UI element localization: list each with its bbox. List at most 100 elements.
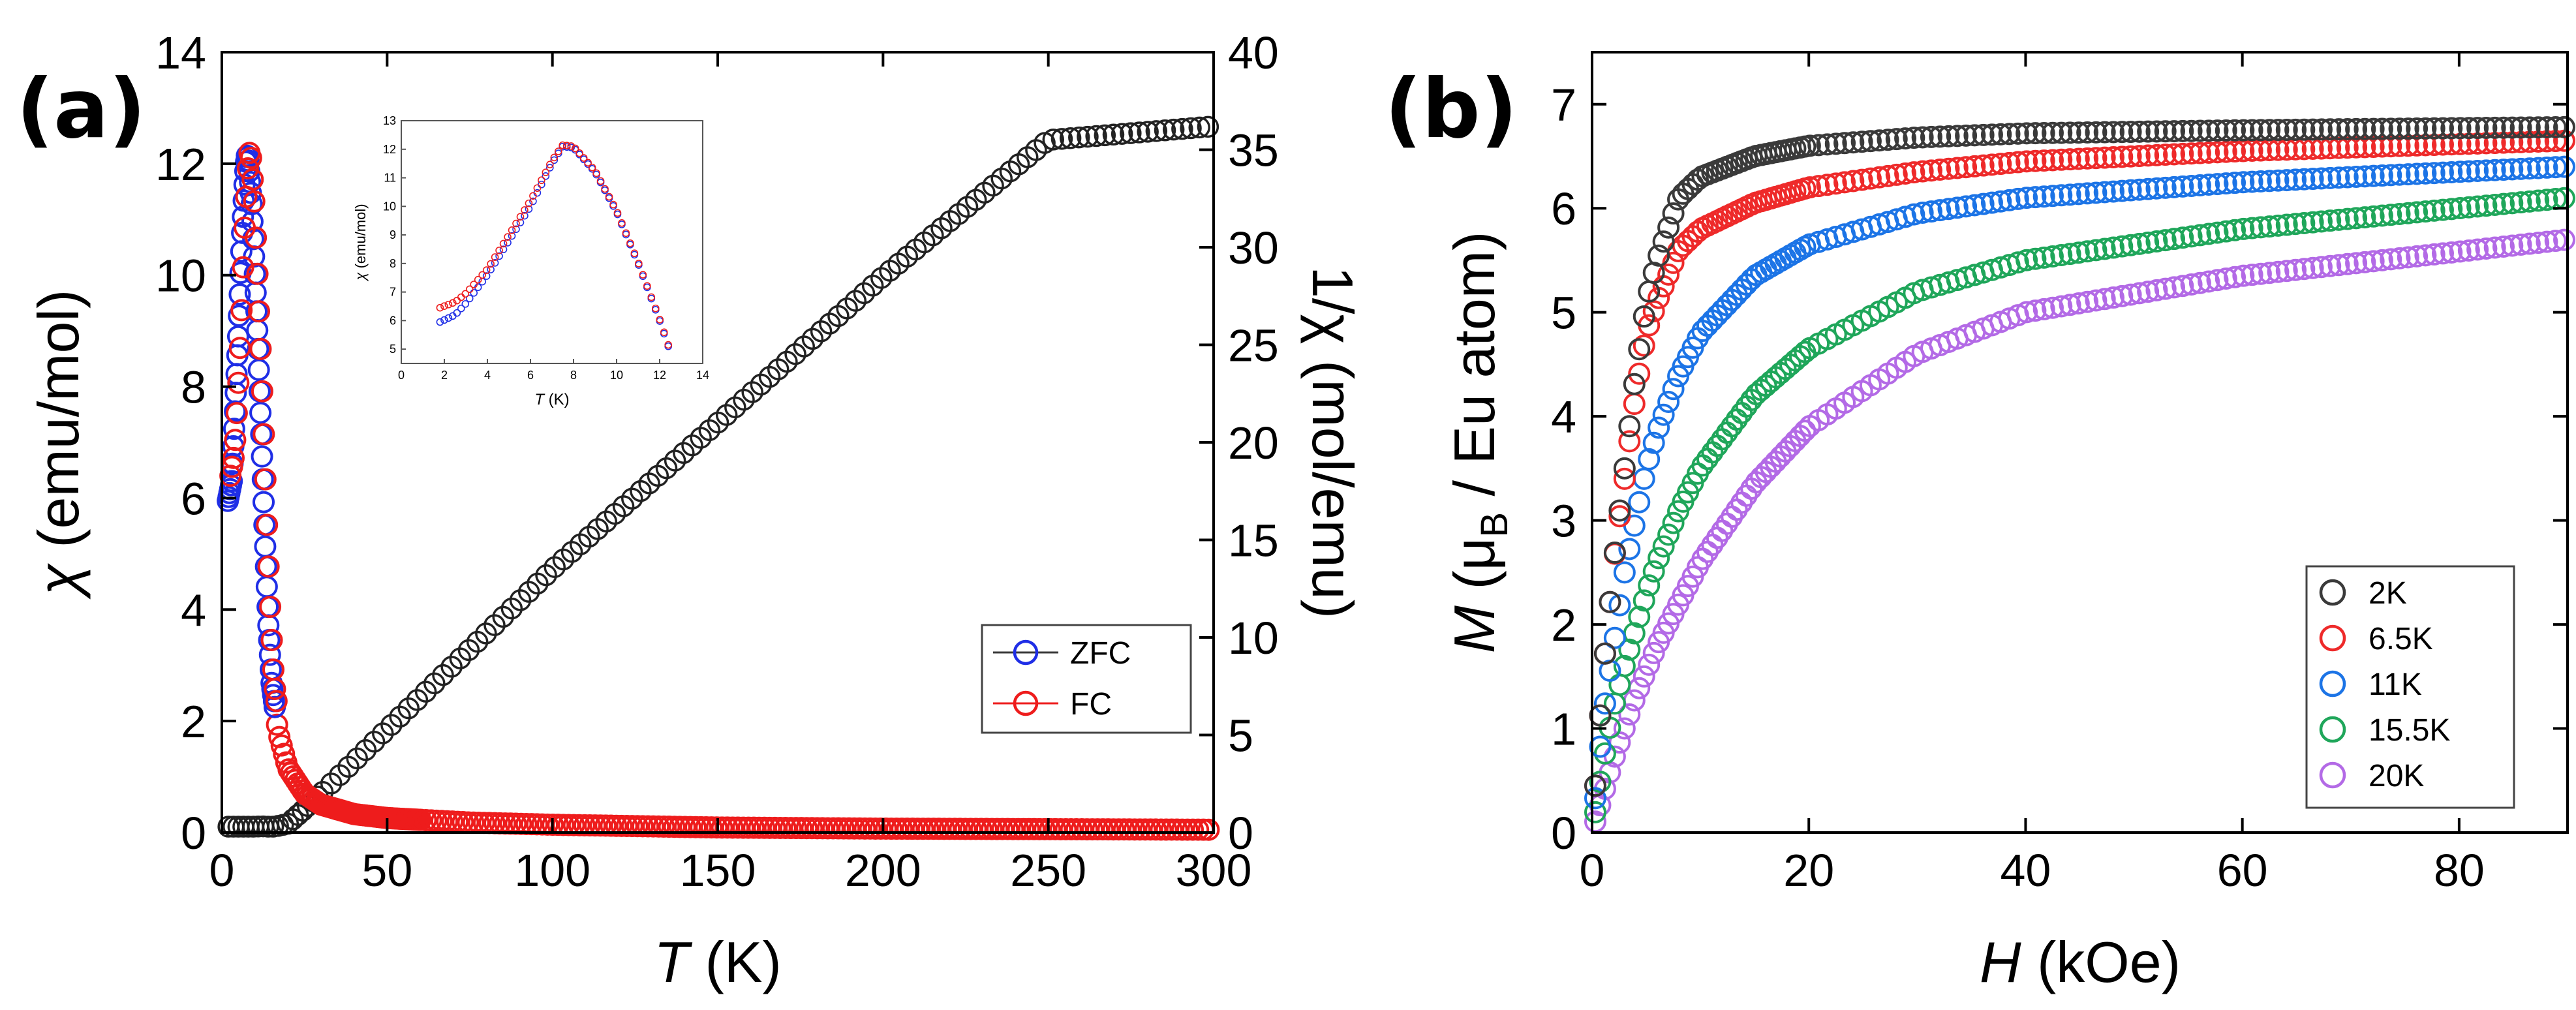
m-h-point-6.5K [1920, 159, 1942, 182]
inset-fc-point [618, 219, 626, 227]
m-h-point-15.5K [2414, 200, 2437, 223]
m-h-point-2K [2050, 121, 2073, 144]
m-h-point-6.5K [2388, 134, 2411, 157]
fc-point [938, 818, 961, 840]
m-h-point-20K [2093, 288, 2116, 311]
m-h-point-15.5K [2457, 196, 2480, 219]
inset-fc-point [525, 199, 533, 207]
inset-ylabel: χ (emu/mol) [352, 204, 369, 281]
m-h-point-2K [1652, 230, 1675, 253]
inset-x-tick-label: 14 [696, 369, 709, 382]
inverse-chi-point [1007, 153, 1030, 176]
legend-marker-11K [2319, 670, 2346, 697]
m-h-point-11K [1989, 190, 2012, 213]
m-h-point-15.5K [2171, 226, 2194, 249]
m-h-point-11K [2345, 165, 2368, 188]
zfc-point [222, 418, 245, 440]
fc-point [917, 818, 940, 840]
m-h-point-15.5K [2527, 189, 2550, 212]
m-h-point-11K [2093, 181, 2116, 204]
inset-fc-point [478, 271, 486, 279]
inset-fc-point [542, 168, 550, 176]
m-h-point-11K [2180, 174, 2203, 197]
inverse-chi-point [1145, 120, 1168, 142]
m-h-point-2K [2509, 116, 2532, 139]
m-h-point-11K [1662, 378, 1685, 401]
inverse-chi-point [836, 297, 858, 320]
m-h-point-2K [2059, 121, 2081, 144]
inset-fc-point [436, 303, 444, 312]
fc-point [1075, 818, 1098, 841]
inset-fc-point [647, 293, 656, 301]
y-tick-label: 2 [181, 696, 206, 747]
fc-point [859, 817, 882, 840]
m-h-point-11K [1648, 416, 1670, 439]
m-h-point-11K [2076, 182, 2099, 205]
m-h-point-2K [1589, 704, 1612, 727]
m-h-point-6.5K [1946, 157, 1969, 179]
m-h-point-15.5K [1652, 535, 1675, 558]
m-h-point-6.5K [2006, 151, 2029, 174]
m-h-point-2K [1613, 457, 1636, 480]
inset-zfc-point [457, 304, 465, 313]
m-h-point-15.5K [2111, 235, 2134, 258]
inverse-chi-point [1162, 118, 1185, 141]
m-h-point-15.5K [2198, 222, 2220, 245]
panel-b-marks [1584, 115, 2576, 833]
m-h-point-20K [1794, 420, 1817, 442]
inset-zfc-point [499, 245, 508, 254]
inset-x-tick-label: 2 [441, 369, 448, 382]
fc-point [933, 818, 956, 840]
m-h-point-15.5K [2119, 234, 2142, 256]
fc-point [801, 817, 823, 840]
m-h-point-2K [1955, 124, 1978, 147]
inverse-chi-point [827, 305, 850, 328]
m-h-point-6.5K [2016, 150, 2038, 173]
y-tick-label: 1 [1551, 704, 1576, 755]
inverse-chi-point [1085, 125, 1107, 147]
m-h-point-6.5K [2380, 135, 2402, 158]
inset-fc-point [508, 226, 516, 234]
m-h-point-2K [1937, 125, 1960, 147]
m-h-point-2K [2024, 122, 2047, 145]
m-h-point-2K [2362, 117, 2385, 140]
fc-point [964, 818, 987, 840]
fc-point [743, 816, 765, 839]
m-h-point-20K [1633, 665, 1655, 688]
y2-tick-label: 25 [1228, 320, 1279, 371]
inset-y-tick-label: 6 [390, 314, 396, 327]
m-h-point-6.5K [1885, 163, 1908, 186]
inset-zfc-point [453, 309, 461, 317]
inverse-chi-point [1025, 139, 1047, 161]
fc-point [986, 818, 1009, 840]
m-h-point-11K [2319, 166, 2342, 189]
fc-point [1182, 818, 1204, 841]
inset-fc-point [592, 169, 600, 177]
y-tick-label: 2 [1551, 600, 1576, 650]
m-h-point-20K [2518, 232, 2541, 255]
inverse-chi-point [1059, 127, 1082, 149]
m-h-point-2K [2206, 119, 2229, 142]
fc-point [241, 168, 264, 191]
m-h-point-15.5K [2388, 202, 2411, 225]
m-h-point-2K [2388, 117, 2411, 140]
inset-fc-point [567, 142, 575, 150]
inset-zfc-point [487, 266, 495, 273]
inset-x-tick-label: 10 [610, 369, 623, 382]
m-h-point-20K [2119, 283, 2142, 306]
inset-fc-point [538, 176, 545, 185]
legend-fc-label: FC [1070, 687, 1112, 722]
inset-fc-point [444, 300, 453, 309]
m-h-point-11K [1633, 467, 1655, 490]
inverse-chi-point [587, 518, 609, 540]
m-h-point-2K [2527, 116, 2550, 139]
m-h-point-2K [2188, 119, 2211, 142]
fc-point [248, 300, 271, 323]
zfc-point [255, 575, 278, 598]
m-h-point-20K [2059, 294, 2081, 316]
m-h-point-11K [2119, 179, 2142, 202]
fc-point [790, 817, 813, 840]
fc-point [1039, 818, 1062, 840]
inverse-chi-point [896, 245, 919, 268]
inverse-chi-point [750, 373, 773, 396]
